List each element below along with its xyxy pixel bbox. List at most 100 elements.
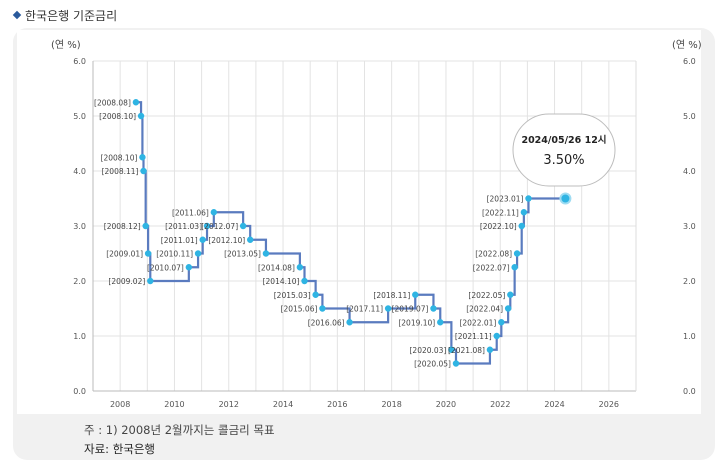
- x-tick-label: 2012: [219, 400, 239, 409]
- data-point: [520, 209, 528, 216]
- data-label: [2018.11]: [373, 291, 410, 300]
- data-point: [507, 291, 514, 298]
- y-tick-label-right: 3.0: [683, 222, 696, 231]
- data-point: [525, 195, 532, 202]
- y-tick-label-left: 1.0: [73, 332, 86, 341]
- data-label: [2017.11]: [346, 305, 383, 314]
- data-label: [2013.05]: [224, 250, 261, 259]
- data-label: [2012.10]: [208, 236, 245, 245]
- data-label: [2008.10]: [99, 112, 136, 121]
- data-point: [194, 250, 202, 257]
- y-unit-left: (연 %): [51, 39, 81, 51]
- data-label: [2023.01]: [487, 195, 524, 204]
- data-label: [2019.07]: [392, 305, 429, 314]
- data-label: [2011.06]: [172, 208, 209, 217]
- data-point: [511, 264, 518, 271]
- chart-card: 0.0 0.0 1.0 1.0 2.0 2.0 3.0 3.0 4.0 4.0 5.0 5.0 6.0 6…: [17, 30, 701, 414]
- y-tick-label-left: 5.0: [73, 112, 86, 121]
- source-note: 자료: 한국은행: [84, 442, 156, 456]
- data-point: [239, 222, 247, 230]
- x-tick-label: 2014: [273, 400, 293, 409]
- data-point: [437, 319, 444, 326]
- data-label: [2008.11]: [102, 167, 139, 176]
- data-label: [2008.12]: [104, 222, 141, 231]
- data-label: [2011.03]: [165, 222, 202, 231]
- data-point: [132, 99, 140, 106]
- x-tick-label: 2010: [164, 400, 184, 409]
- data-point: [137, 112, 145, 120]
- data-point: [203, 222, 211, 230]
- y-tick-label-right: 5.0: [683, 112, 696, 121]
- data-point: [346, 319, 353, 326]
- data-label: [2022.04]: [466, 305, 503, 314]
- tooltip-date: 2024/05/26 12시: [521, 135, 606, 146]
- data-point: [262, 250, 270, 257]
- data-label: [2009.02]: [108, 277, 145, 286]
- data-label: [2008.10]: [101, 153, 138, 162]
- data-point: [199, 236, 206, 243]
- chart-title: 한국은행 기준금리: [25, 8, 118, 23]
- y-tick-label-right: 4.0: [683, 167, 696, 176]
- data-label: [2022.08]: [475, 250, 512, 259]
- data-point: [430, 305, 437, 312]
- data-label: [2022.10]: [480, 222, 517, 231]
- data-label: [2011.01]: [161, 236, 198, 245]
- data-point: [312, 291, 319, 298]
- rate-chart[interactable]: 0.0 0.0 1.0 1.0 2.0 2.0 3.0 3.0 4.0 4.0 5.0 5.0 6.0 6…: [17, 30, 701, 414]
- data-point: [513, 250, 521, 257]
- data-point: [296, 264, 304, 271]
- x-tick-label: 2008: [110, 400, 130, 409]
- tooltip-bubble: [512, 113, 616, 187]
- y-tick-label-right: 6.0: [683, 57, 696, 66]
- data-point: [185, 264, 193, 271]
- chart-header: 한국은행 기준금리: [12, 7, 118, 23]
- data-point: [412, 291, 419, 298]
- data-point: [518, 222, 525, 230]
- diamond-bullet-icon: [12, 10, 22, 20]
- tooltip-value: 3.50%: [543, 153, 584, 168]
- data-label: [2022.05]: [468, 291, 505, 300]
- y-tick-label-left: 3.0: [73, 222, 86, 231]
- data-label: [2019.10]: [398, 318, 435, 327]
- data-point: [498, 319, 505, 326]
- data-point: [144, 250, 152, 257]
- data-point: [448, 346, 455, 353]
- y-unit-right: (연 %): [672, 39, 701, 51]
- data-label: [2022.01]: [459, 318, 496, 327]
- data-label: [2008.08]: [94, 98, 131, 107]
- y-tick-label-left: 6.0: [73, 57, 86, 66]
- x-tick-label: 2016: [327, 400, 347, 409]
- data-label: [2020.05]: [414, 360, 451, 369]
- data-point: [504, 305, 512, 312]
- data-point: [246, 236, 254, 243]
- data-point: [319, 305, 326, 312]
- data-point: [147, 277, 154, 285]
- data-point: [486, 346, 494, 353]
- current-point: [559, 192, 572, 205]
- x-tick-label: 2022: [490, 400, 510, 409]
- y-tick-label-right: 2.0: [683, 277, 696, 286]
- data-point: [139, 154, 146, 161]
- y-tick-label-left: 2.0: [73, 277, 86, 286]
- y-tick-label-right: 1.0: [683, 332, 696, 341]
- data-point: [140, 167, 147, 175]
- data-label: [2014.08]: [258, 263, 295, 272]
- data-point: [493, 332, 500, 340]
- footnote: 주 : 1) 2008년 2월까지는 콜금리 목표: [84, 423, 275, 437]
- y-tick-label-right: 0.0: [683, 387, 696, 396]
- data-label: [2022.11]: [482, 208, 519, 217]
- data-point: [142, 222, 149, 230]
- data-label: [2015.06]: [281, 305, 318, 314]
- data-point: [210, 209, 218, 216]
- data-label: [2010.11]: [156, 250, 193, 259]
- x-tick-label: 2018: [381, 400, 401, 409]
- data-label: [2021.08]: [448, 346, 485, 355]
- data-label: [2009.01]: [106, 250, 143, 259]
- data-label: [2022.07]: [473, 263, 510, 272]
- data-label: [2015.03]: [274, 291, 311, 300]
- x-tick-label: 2024: [544, 400, 564, 409]
- data-point: [452, 360, 460, 367]
- data-label: [2021.11]: [455, 332, 492, 341]
- data-label: [2020.03]: [410, 346, 447, 355]
- data-point: [301, 277, 308, 285]
